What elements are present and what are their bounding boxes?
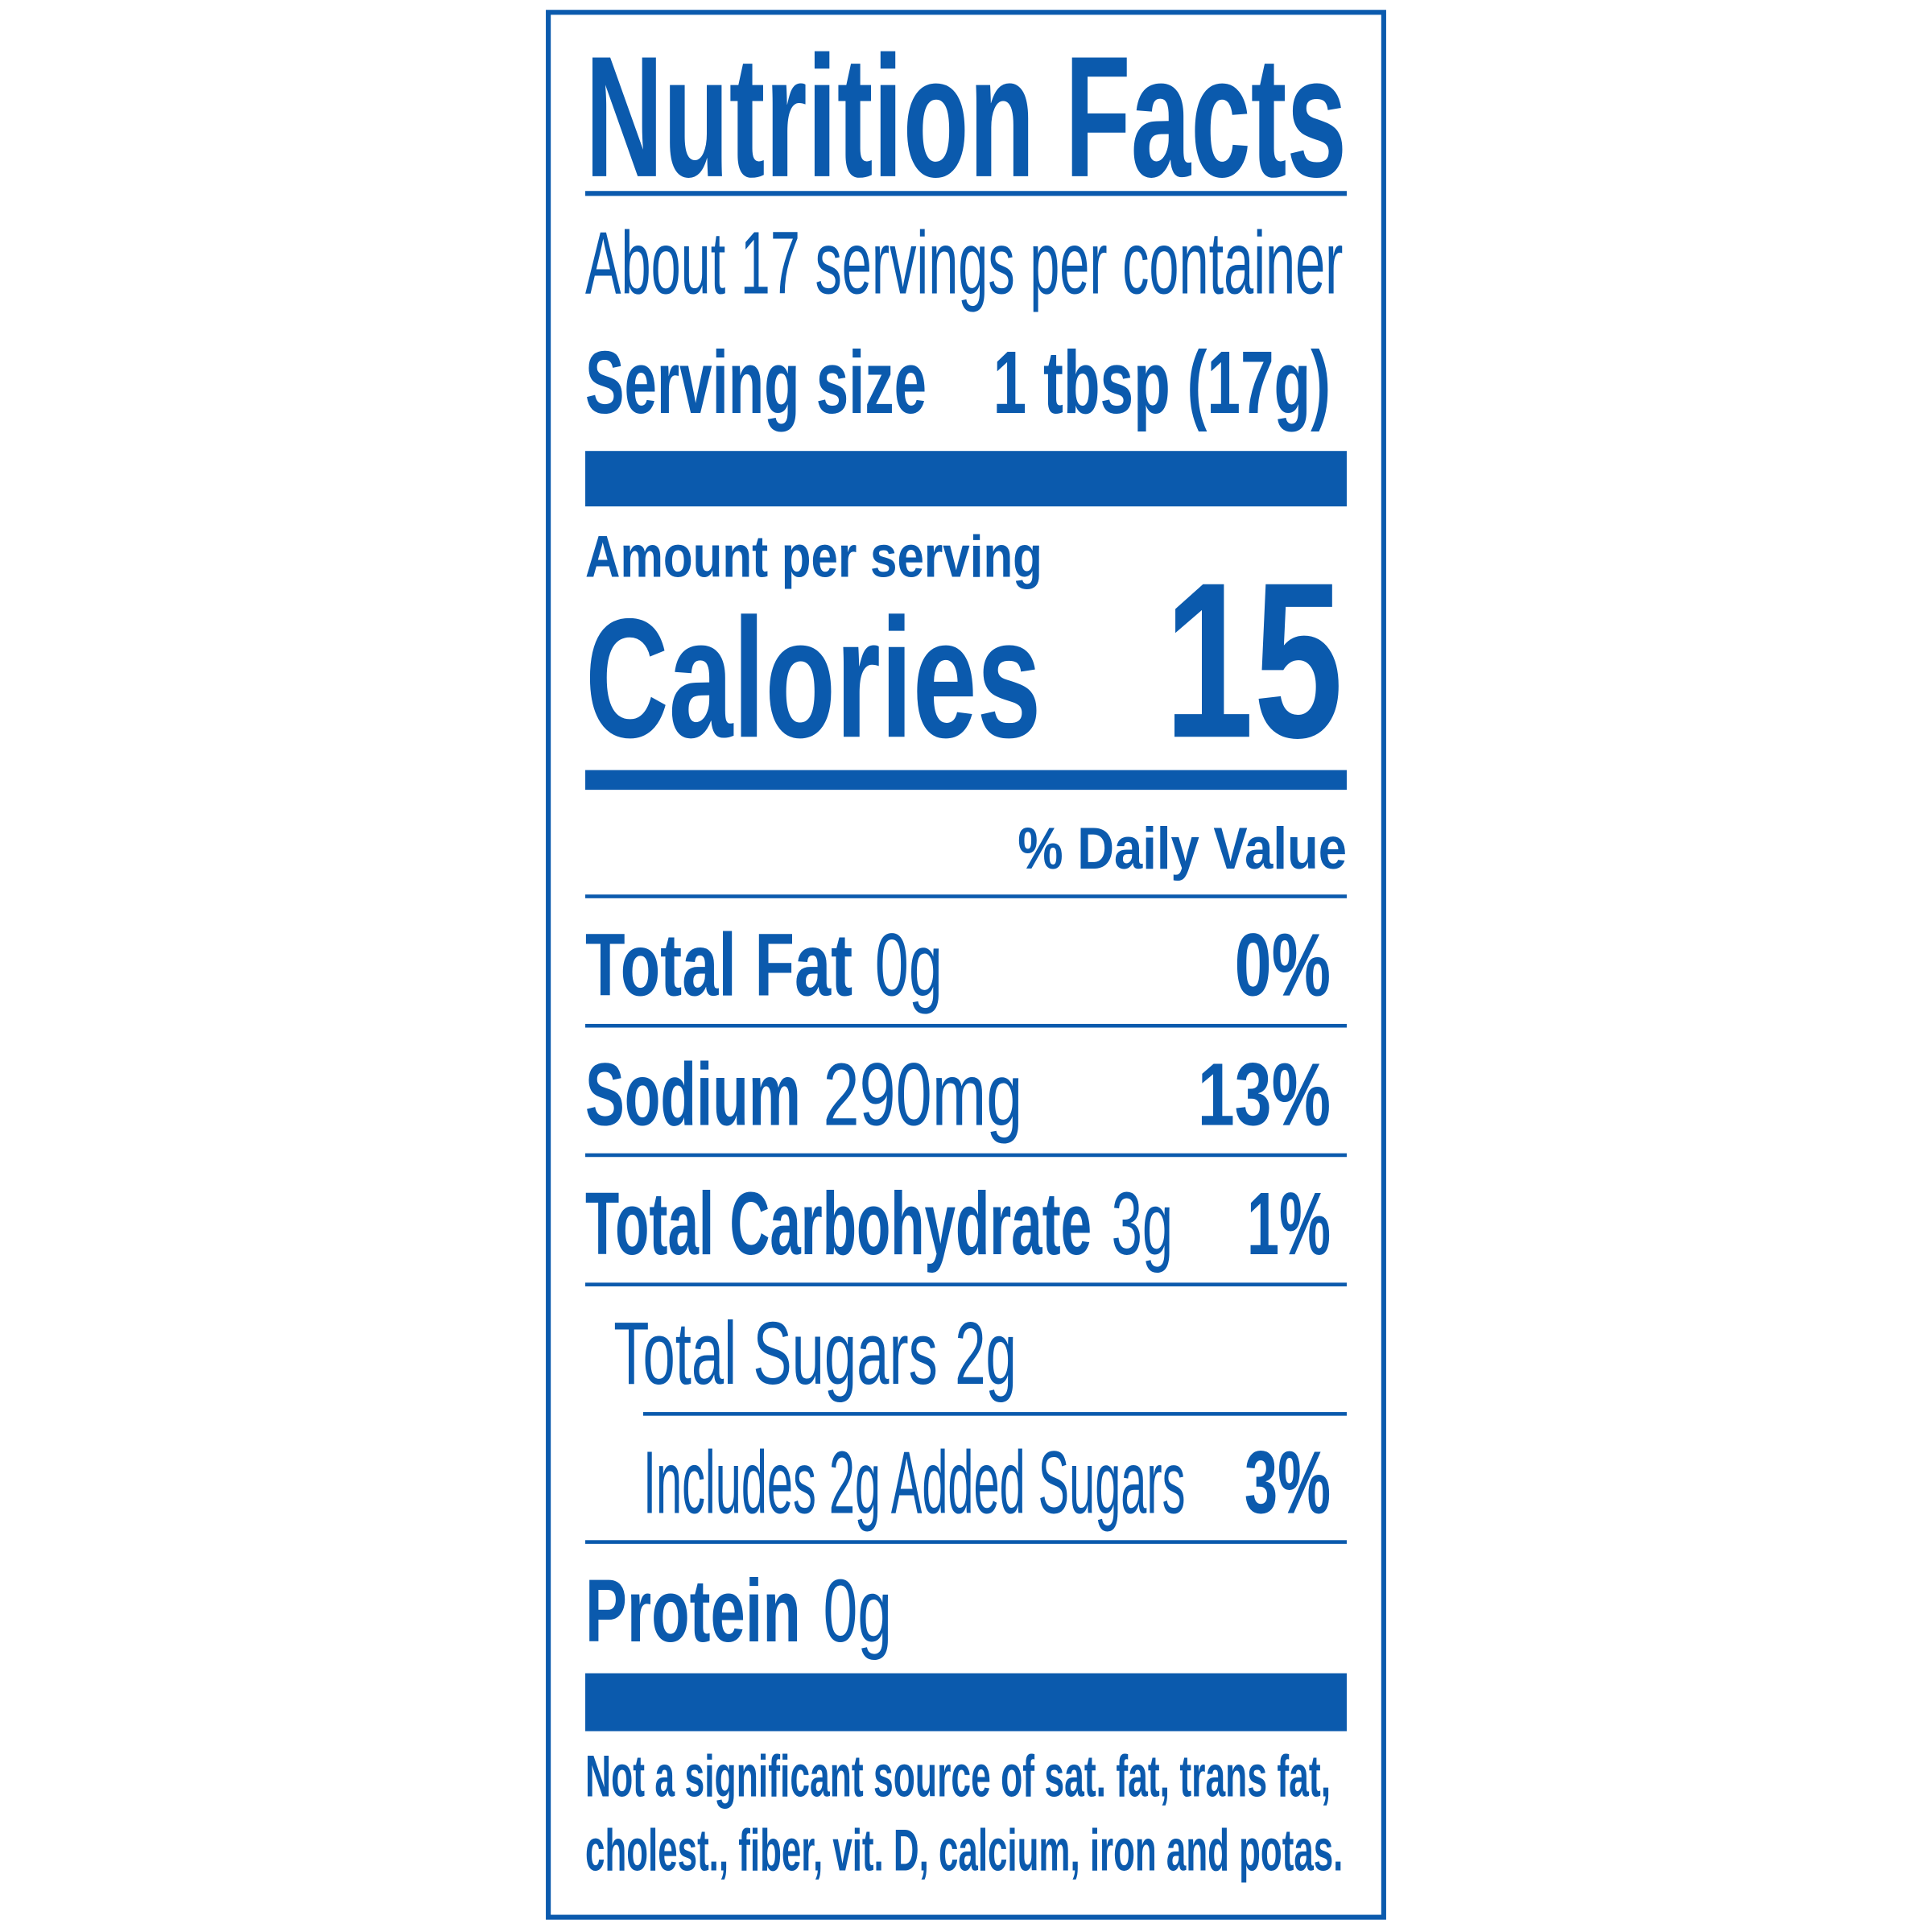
divider xyxy=(585,1023,1347,1028)
divider xyxy=(585,1540,1347,1544)
serving-size-label: Serving size xyxy=(585,333,927,432)
nutrient-name: Protein xyxy=(585,1562,801,1661)
nutrient-amount: 2g xyxy=(955,1304,1017,1403)
nutrient-amount: 0g xyxy=(875,916,943,1015)
amount-per-serving: Amount per serving xyxy=(585,522,1042,589)
nutrient-name: Total Sugars xyxy=(613,1304,938,1403)
nutrient-amount: 0g xyxy=(823,1562,892,1661)
calories-label: Calories xyxy=(585,583,1041,773)
footnote-line: Not a significant source of sat. fat, tr… xyxy=(585,1743,1331,1810)
footnote-line: cholest., fiber, vit. D, calcium, iron a… xyxy=(585,1816,1343,1883)
thick-bar xyxy=(585,1673,1347,1732)
medium-bar xyxy=(585,770,1347,791)
daily-value-heading: % Daily Value xyxy=(1018,815,1347,881)
divider xyxy=(585,191,1347,196)
serving-size: 1 tbsp (17g) xyxy=(993,333,1331,432)
nutrient-daily-value: 13% xyxy=(1198,1045,1331,1144)
nutrient-daily-value: 1% xyxy=(1247,1174,1331,1274)
nutrient-name: Total Fat xyxy=(585,916,852,1015)
divider xyxy=(585,1153,1347,1158)
nutrient-name: Sodium xyxy=(585,1045,801,1144)
divider xyxy=(642,1412,1347,1416)
thick-bar xyxy=(585,451,1347,507)
label-border xyxy=(546,10,1386,1920)
divider xyxy=(585,894,1347,898)
nutrient-daily-value: 0% xyxy=(1235,916,1331,1015)
calories-value: 15 xyxy=(1164,537,1343,784)
servings-per-container: About 17 servings per container xyxy=(585,213,1343,312)
nutrient-name: Includes 2g Added Sugars xyxy=(643,1434,1185,1533)
divider xyxy=(585,1282,1347,1286)
nutrient-amount: 290mg xyxy=(823,1045,1022,1144)
nutrient-amount: 3g xyxy=(1112,1174,1174,1274)
nutrient-daily-value: 3% xyxy=(1245,1434,1331,1533)
nutrient-name: Total Carbohydrate xyxy=(585,1174,1092,1274)
title: Nutrition Facts xyxy=(585,21,1347,213)
